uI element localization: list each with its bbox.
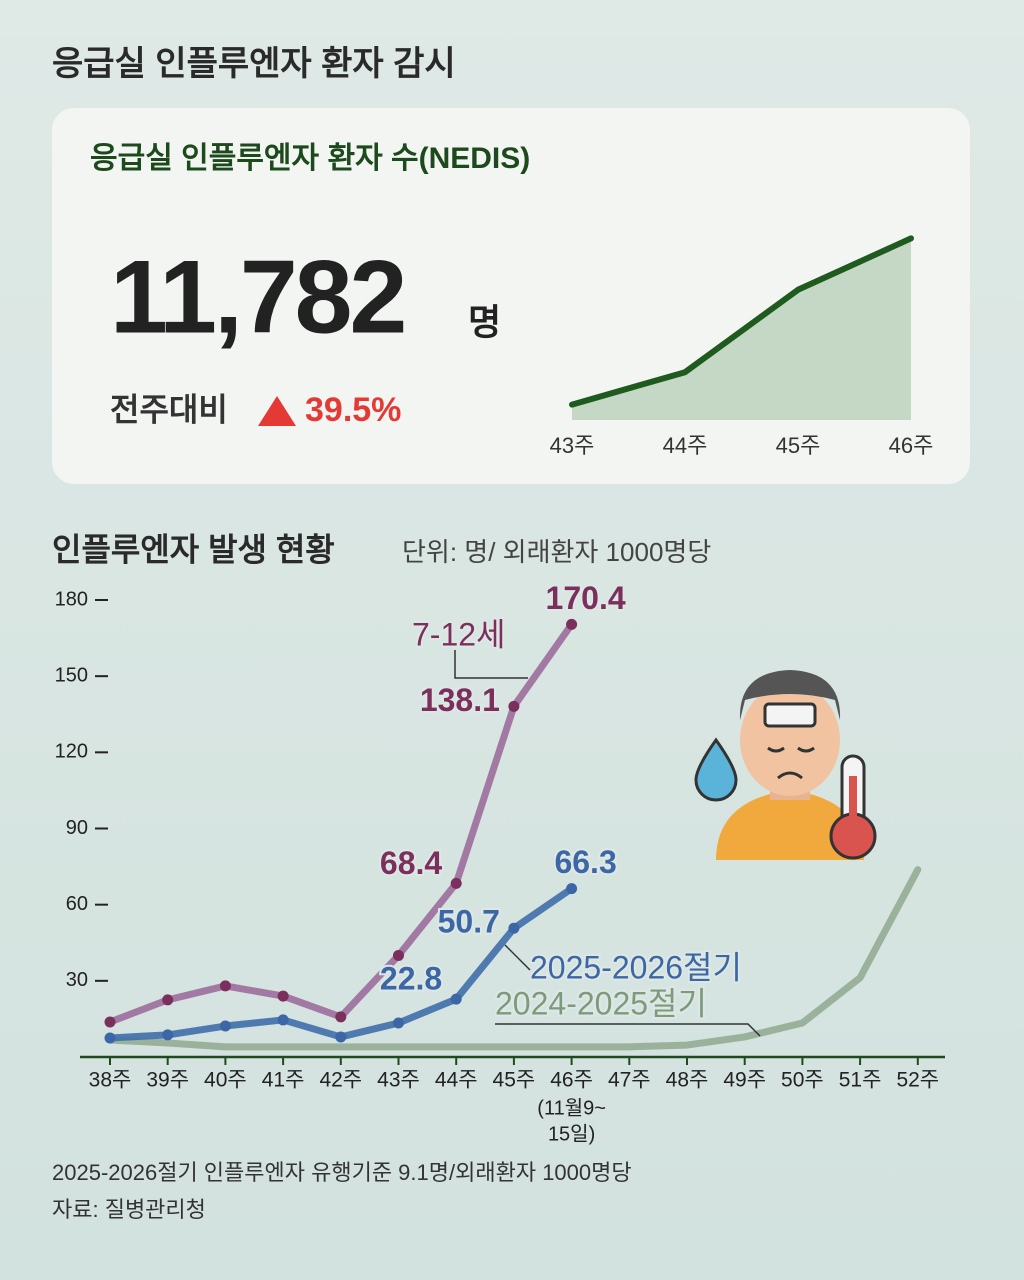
data-label: 170.4 [546, 580, 626, 616]
x-tick-label: 38주 [89, 1069, 132, 1092]
point [277, 1014, 289, 1026]
footer-note: 2025-2026절기 인플루엔자 유행기준 9.1명/외래환자 1000명당 [52, 1160, 632, 1185]
y-tick-label: 120 [55, 741, 88, 763]
x-tick-label: 51주 [839, 1069, 882, 1092]
x-tick-label: 48주 [666, 1069, 709, 1092]
point [393, 1017, 404, 1029]
series-name: 2025-2026절기 [530, 949, 742, 985]
data-label: 138.1 [420, 682, 500, 718]
x-tick-label: 43주 [550, 433, 595, 458]
line [569, 235, 914, 408]
x-tick-label: 41주 [262, 1069, 305, 1092]
x-tick-label: 45주 [776, 433, 821, 458]
point [219, 1020, 231, 1032]
point [393, 949, 404, 961]
data-label: 22.8 [380, 961, 442, 997]
change-label: 전주대비 [110, 391, 228, 427]
x-tick-label: 44주 [663, 433, 708, 458]
change-value: 39.5% [305, 391, 401, 429]
footer-source: 자료: 질병관리청 [52, 1197, 206, 1222]
sick-person-icon [694, 670, 877, 860]
series-line [106, 866, 922, 1051]
x-tick-note: (11월9~ [537, 1096, 606, 1119]
x-tick-label: 52주 [896, 1069, 939, 1092]
point [566, 618, 578, 630]
y-tick-label: 30 [66, 969, 88, 991]
point [508, 922, 520, 934]
data-label: 50.7 [438, 904, 500, 940]
point [104, 1032, 116, 1044]
point [450, 877, 462, 889]
point [508, 700, 520, 712]
x-tick-label: 43주 [377, 1069, 420, 1092]
chart-title: 인플루엔자 발생 현황 [52, 531, 335, 567]
point [566, 883, 578, 895]
series-leader [504, 944, 531, 971]
point [277, 990, 289, 1002]
point [104, 1016, 116, 1028]
x-tick-label: 44주 [435, 1069, 478, 1092]
y-tick-label: 60 [66, 893, 88, 915]
page-title: 응급실 인플루엔자 환자 감시 [52, 45, 456, 83]
y-tick-label: 90 [66, 817, 88, 839]
x-tick-label: 49주 [723, 1069, 766, 1092]
point [162, 994, 174, 1006]
data-label: 66.3 [554, 844, 616, 880]
x-tick-label: 47주 [608, 1069, 651, 1092]
chart-subtitle: 단위: 명/ 외래환자 1000명당 [402, 537, 711, 567]
x-tick-note: 15일) [548, 1122, 595, 1145]
point [335, 1031, 347, 1043]
card-title: 응급실 인플루엔자 환자 수(NEDIS) [90, 142, 530, 175]
stat-unit: 명 [468, 302, 501, 343]
data-label: 68.4 [380, 845, 442, 881]
x-tick-label: 42주 [319, 1069, 362, 1092]
point [219, 980, 231, 992]
point [162, 1029, 174, 1041]
x-tick-label: 46주 [550, 1069, 593, 1092]
y-tick-label: 150 [55, 664, 88, 686]
series-name: 2024-2025절기 [495, 985, 707, 1021]
series-leader [495, 1023, 761, 1037]
x-tick-label: 39주 [146, 1069, 189, 1092]
y-tick-label: 180 [55, 588, 88, 610]
stat-value: 11,782 [110, 239, 404, 355]
x-tick-label: 46주 [889, 433, 934, 458]
point [450, 993, 462, 1005]
area [572, 238, 911, 420]
x-tick-label: 50주 [781, 1069, 824, 1092]
x-tick-label: 45주 [493, 1069, 536, 1092]
series-name: 7-12세 [412, 616, 506, 652]
series-leader [454, 650, 528, 679]
up-arrow [258, 396, 296, 426]
x-tick-label: 40주 [204, 1069, 247, 1092]
point [335, 1011, 347, 1023]
